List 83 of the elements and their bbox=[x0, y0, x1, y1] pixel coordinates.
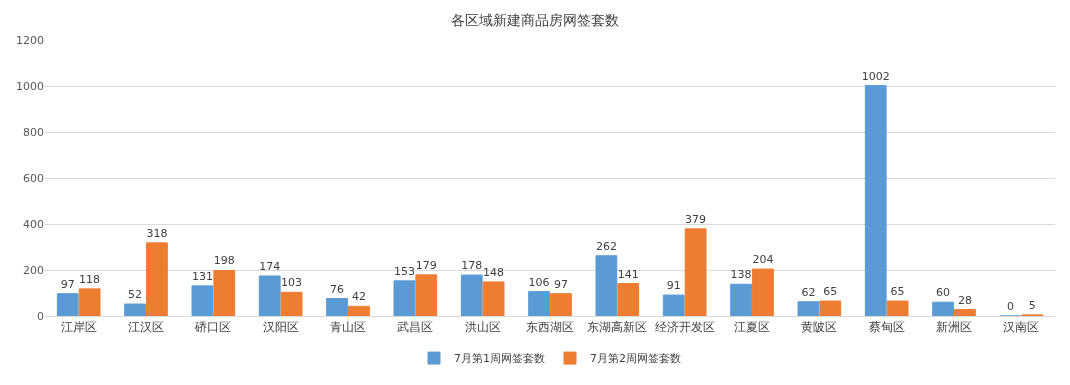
bar bbox=[550, 293, 572, 316]
data-label: 60 bbox=[936, 286, 951, 300]
data-label: 198 bbox=[213, 254, 235, 268]
data-label: 97 bbox=[60, 277, 75, 291]
bar bbox=[393, 280, 416, 316]
data-label: 138 bbox=[730, 268, 752, 282]
legend-label: 7月第1周网签套数 bbox=[454, 352, 545, 366]
bar bbox=[595, 255, 618, 316]
data-label: 148 bbox=[483, 265, 505, 279]
x-tick-label: 汉南区 bbox=[1003, 320, 1040, 335]
bar bbox=[886, 300, 909, 316]
bar bbox=[348, 305, 370, 316]
bar bbox=[213, 269, 236, 316]
data-label: 178 bbox=[461, 259, 483, 273]
bar bbox=[124, 303, 146, 316]
bar bbox=[730, 283, 752, 316]
y-tick-label: 400 bbox=[23, 217, 44, 231]
chart-title: 各区域新建商品房网签套数 bbox=[451, 12, 619, 29]
data-label: 65 bbox=[890, 285, 905, 299]
bar bbox=[78, 288, 101, 316]
bar bbox=[460, 274, 483, 316]
x-tick-label: 新洲区 bbox=[936, 320, 972, 335]
x-tick-label: 江汉区 bbox=[128, 320, 164, 335]
x-tick-label: 东西湖区 bbox=[526, 320, 574, 335]
bar bbox=[56, 293, 79, 316]
x-tick-label: 蔡甸区 bbox=[868, 320, 905, 335]
data-label: 118 bbox=[79, 272, 101, 286]
data-label: 28 bbox=[957, 293, 972, 307]
y-tick-label: 800 bbox=[23, 125, 44, 139]
bar bbox=[326, 298, 348, 316]
x-tick-label: 洪山区 bbox=[464, 320, 501, 335]
x-tick-label: 硚口区 bbox=[194, 320, 232, 335]
bar bbox=[797, 301, 820, 316]
data-label: 42 bbox=[351, 290, 366, 304]
data-label: 97 bbox=[553, 277, 568, 291]
bar bbox=[528, 291, 550, 316]
bar bbox=[684, 228, 707, 316]
data-label: 262 bbox=[595, 239, 617, 253]
data-label: 76 bbox=[330, 282, 345, 296]
data-label: 131 bbox=[191, 269, 213, 283]
bar bbox=[146, 242, 168, 316]
data-label: 52 bbox=[128, 288, 143, 302]
data-label: 179 bbox=[415, 258, 437, 272]
data-label: 5 bbox=[1028, 298, 1036, 312]
bar bbox=[954, 309, 976, 316]
legend-label: 7月第2周网签套数 bbox=[590, 352, 681, 366]
data-label: 204 bbox=[752, 253, 774, 267]
data-label: 0 bbox=[1006, 300, 1014, 313]
y-tick-label: 0 bbox=[37, 309, 44, 323]
y-tick-label: 600 bbox=[23, 171, 44, 185]
data-label: 106 bbox=[528, 275, 550, 289]
data-label: 318 bbox=[146, 226, 168, 240]
x-tick-label: 江夏区 bbox=[734, 320, 770, 335]
bar bbox=[752, 268, 774, 316]
bar bbox=[864, 85, 887, 316]
x-tick-label: 江岸区 bbox=[60, 320, 97, 335]
x-tick-label: 武昌区 bbox=[397, 320, 434, 335]
bar bbox=[415, 274, 438, 316]
x-tick-label: 汉阳区 bbox=[262, 320, 299, 335]
bar bbox=[482, 281, 505, 316]
data-label: 153 bbox=[393, 264, 415, 278]
x-tick-label: 东湖高新区 bbox=[587, 320, 648, 335]
bar bbox=[191, 285, 214, 316]
data-label: 103 bbox=[281, 276, 303, 290]
bar bbox=[819, 300, 842, 316]
data-label: 174 bbox=[259, 259, 281, 273]
data-label: 65 bbox=[823, 285, 838, 299]
bar bbox=[662, 294, 685, 316]
y-tick-label: 1000 bbox=[16, 79, 44, 93]
y-tick-label: 200 bbox=[23, 263, 44, 277]
x-tick-label: 黄陂区 bbox=[801, 320, 838, 335]
y-tick-label: 1200 bbox=[16, 33, 44, 47]
x-tick-label: 青山区 bbox=[330, 320, 366, 335]
data-label: 62 bbox=[801, 285, 816, 299]
data-label: 91 bbox=[666, 279, 681, 293]
data-label: 141 bbox=[617, 267, 639, 281]
bar bbox=[932, 301, 954, 316]
bar bbox=[280, 291, 303, 316]
bar bbox=[617, 283, 640, 316]
data-label: 1002 bbox=[861, 69, 890, 83]
bar bbox=[258, 275, 281, 316]
data-label: 379 bbox=[685, 212, 707, 226]
x-tick-label: 经济开发区 bbox=[654, 320, 715, 335]
